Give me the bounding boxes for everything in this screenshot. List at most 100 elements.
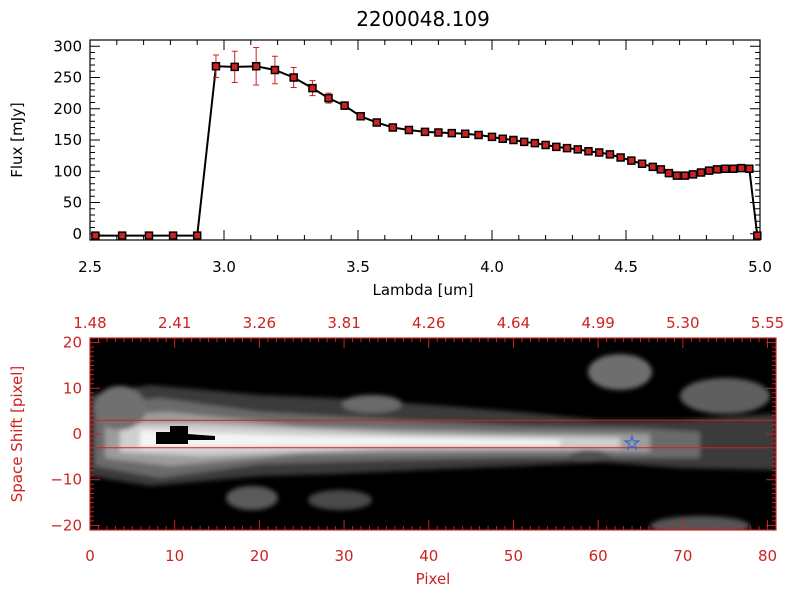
data-point [487,132,497,142]
data-point [720,164,730,173]
pixel-axis-label: Pixel [416,570,451,588]
source-position-star-icon [623,434,641,451]
data-point [168,231,178,240]
space-shift-tick-label: 10 [63,379,82,397]
pixel-tick-label: 0 [85,547,95,565]
pixel-tick-label: 10 [165,547,184,565]
y-tick-label: 0 [72,225,82,243]
data-point [562,143,572,153]
data-point [388,123,398,132]
x-tick-label: 4.0 [480,258,504,276]
x-tick-label: 2.5 [78,258,102,276]
y-tick-label: 250 [53,69,82,87]
data-point [656,165,666,174]
data-point [91,231,100,240]
pixel-tick-label: 30 [335,547,354,565]
data-point [117,231,127,240]
wavelength-tick-label: 3.81 [327,314,360,332]
y-tick-label: 50 [63,194,82,212]
x-axis-label: Lambda [um] [373,281,474,299]
data-point [270,65,280,75]
space-shift-tick-label: 20 [63,334,82,352]
space-shift-tick-label: −10 [50,471,82,489]
data-point [541,140,550,150]
data-point [616,153,625,162]
data-point [584,147,593,156]
y-tick-label: 200 [53,100,82,118]
data-point [356,112,365,121]
space-shift-tick-label: −20 [50,516,82,534]
data-point [460,129,470,138]
y-tick-label: 150 [53,131,82,149]
space-shift-tick-label: 0 [72,425,82,443]
x-tick-label: 5.0 [748,258,772,276]
pixel-tick-label: 70 [673,547,692,565]
wavelength-tick-label: 4.64 [497,314,530,332]
data-point [519,137,529,147]
data-point [404,125,414,135]
saturated-region [156,426,215,444]
x-tick-label: 4.5 [614,258,638,276]
pixel-tick-label: 50 [504,547,523,565]
data-point [728,164,738,173]
data-point [144,231,154,240]
y-tick-label: 100 [53,162,82,180]
pixel-tick-label: 20 [250,547,269,565]
data-point [672,171,682,180]
x-tick-label: 3.5 [346,258,370,276]
data-point [745,164,754,173]
data-point [474,130,483,140]
data-point [372,118,382,127]
data-point [324,93,333,103]
spectral-image-panel: 0 10 20 30 40 50 60 70 80 1.48 2.41 3.26 3.81 4.26 4.6… [8,314,784,588]
pixel-tick-label: 80 [758,547,777,565]
data-point [340,101,349,110]
data-point [498,134,507,143]
data-point [648,162,658,172]
wavelength-tick-label: 2.41 [158,314,191,332]
data-point [509,135,518,145]
data-point [552,142,561,152]
data-point [251,62,261,71]
data-point [530,138,540,148]
wavelength-tick-label: 3.26 [243,314,276,332]
wavelength-tick-label: 4.26 [412,314,445,332]
data-point [627,156,636,165]
pixel-tick-label: 60 [589,547,608,565]
data-point [696,168,706,177]
plot-frame [89,39,761,241]
wavelength-tick-label: 4.99 [581,314,614,332]
flux-series-line [95,65,759,237]
wavelength-tick-label: 1.48 [73,314,106,332]
data-point [447,128,457,138]
data-point [736,163,746,173]
data-point [573,145,583,154]
wavelength-tick-label: 5.55 [751,314,784,332]
data-point [192,231,202,240]
space-shift-axis-label: Space Shift [pixel] [8,366,26,503]
data-point [308,83,317,93]
data-point [289,73,298,82]
data-point [712,165,722,174]
data-point [637,159,647,168]
x-tick-label: 3.0 [212,258,236,276]
data-point [605,150,615,159]
y-tick-label: 300 [53,37,82,55]
spectrum-plot: 2200048.109 2.5 3.0 3.5 4.0 4.5 5.0 0 50 100 150 2… [8,7,772,299]
data-point [664,168,674,178]
data-point [704,166,714,175]
spectral-image [90,354,776,530]
chart-title: 2200048.109 [356,7,490,31]
data-point [594,148,604,157]
pixel-tick-label: 40 [419,547,438,565]
data-point [753,231,762,240]
data-point [680,171,690,180]
data-point [230,62,239,72]
data-point [688,170,698,179]
wavelength-tick-label: 5.30 [666,314,699,332]
data-point [420,127,430,137]
data-point [211,62,221,71]
data-point [434,128,443,137]
y-axis-label: Flux [mJy] [8,102,26,178]
